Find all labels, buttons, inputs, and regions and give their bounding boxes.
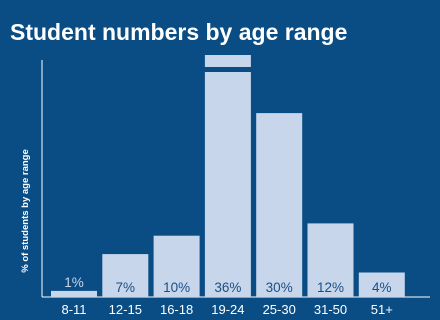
bar-12-15: [102, 254, 149, 297]
x-tick-label-19-24: 19-24: [211, 302, 244, 317]
x-tick-label-25-30: 25-30: [263, 302, 296, 317]
x-tick-label-31-50: 31-50: [314, 302, 347, 317]
x-tick-label-51+: 51+: [371, 302, 393, 317]
value-label-12-15: 7%: [116, 280, 136, 295]
y-axis-label: % of students by age range: [20, 149, 31, 273]
x-tick-label-8-11: 8-11: [61, 302, 86, 317]
bar-16-18: [153, 235, 200, 297]
x-tick-labels-group: 8-11 12-15 16-18 19-24 25-30 31-50 51+: [61, 302, 392, 317]
value-label-8-11: 1%: [64, 275, 84, 290]
value-labels-group: 1% 7% 10% 36% 30% 12% 4%: [64, 275, 391, 295]
x-tick-label-12-15: 12-15: [109, 302, 142, 317]
value-label-51+: 4%: [372, 280, 392, 295]
chart-title: Student numbers by age range: [10, 19, 347, 45]
bar-31-50: [307, 223, 354, 297]
bar-51+: [358, 272, 405, 297]
value-label-16-18: 10%: [163, 280, 190, 295]
bars-group: [51, 55, 405, 297]
value-label-25-30: 30%: [266, 280, 293, 295]
bar-19-24: [204, 55, 251, 297]
value-label-19-24: 36%: [214, 280, 241, 295]
value-label-31-50: 12%: [317, 280, 344, 295]
bar-25-30: [256, 113, 303, 297]
bar-8-11: [51, 290, 97, 297]
x-tick-label-16-18: 16-18: [160, 302, 193, 317]
bar-break-19-24: [203, 67, 252, 72]
